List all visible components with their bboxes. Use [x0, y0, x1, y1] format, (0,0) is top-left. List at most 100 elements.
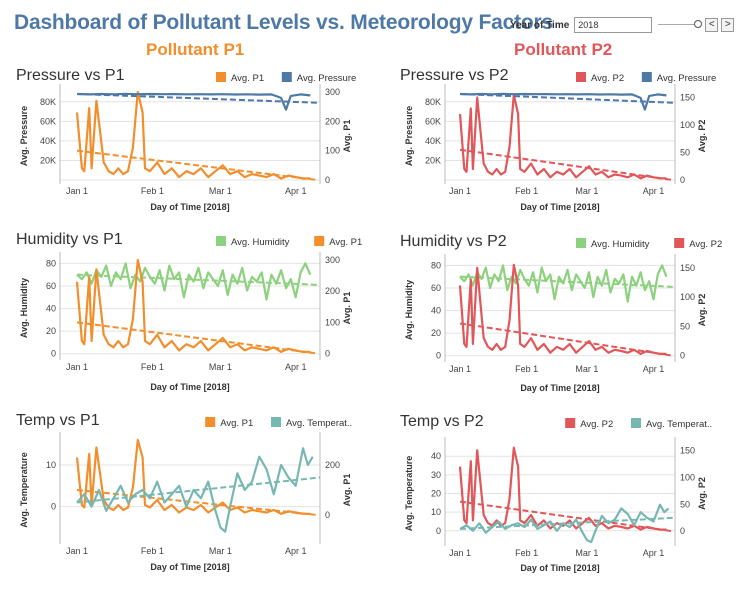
legend-swatch — [565, 418, 576, 428]
right-tick-label: 0 — [325, 349, 330, 359]
right-tick-label: 200 — [325, 116, 340, 126]
next-year-button[interactable]: > — [721, 18, 735, 32]
left-axis-title: Avg. Temperature — [404, 456, 414, 532]
right-axis-title: Avg. P1 — [342, 474, 352, 507]
right-tick-label: 300 — [325, 255, 340, 265]
x-axis-title: Day of Time [2018] — [520, 563, 599, 573]
right-tick-label: 200 — [325, 460, 340, 470]
right-tick-label: 100 — [680, 472, 695, 482]
panel-title: Temp vs P1 — [16, 412, 100, 429]
left-tick-label: 60 — [46, 281, 56, 291]
legend-label: Avg. P1 — [329, 237, 362, 248]
right-tick-label: 0 — [680, 175, 685, 185]
left-tick-label: 60K — [40, 116, 56, 126]
series-line-avg-pressure — [76, 92, 311, 111]
chart-panel-5: Temp vs P1 Avg. P1 Avg. Temperat..0100200J… — [16, 412, 352, 572]
legend-swatch — [631, 418, 641, 428]
year-slider[interactable] — [658, 18, 703, 32]
x-tick-label: Jan 1 — [66, 186, 88, 196]
right-tick-label: 150 — [680, 93, 695, 103]
chart-panel-6: Temp vs P2 Avg. P2 Avg. Temperat.. 0 10 20 30 4… — [400, 413, 712, 573]
legend-swatch — [216, 72, 226, 82]
legend-label: Avg. P1 — [231, 73, 264, 84]
x-axis-title: Day of Time [2018] — [150, 202, 229, 212]
x-tick-label: Mar 1 — [575, 548, 598, 558]
legend-label: Avg. P2 — [689, 239, 722, 250]
x-tick-label: Apr 1 — [643, 364, 665, 374]
legend-swatch — [205, 417, 216, 427]
left-axis-title: Avg. Pressure — [19, 106, 29, 166]
series-line-avg-p2 — [458, 446, 667, 531]
left-tick-label: 0 — [51, 502, 56, 512]
legend-label: Avg. Temperat.. — [646, 419, 712, 430]
right-axis-title: Avg. P2 — [697, 294, 707, 327]
x-tick-label: Apr 1 — [643, 548, 665, 558]
series-line-avg-humidity — [459, 264, 668, 303]
legend-label: Avg. P2 — [591, 73, 624, 84]
x-axis-title: Day of Time [2018] — [520, 202, 599, 212]
chart-panel-4: Humidity vs P2 Avg. Humidity Avg. P2 0 20 40 6… — [400, 233, 722, 393]
legend-swatch — [281, 72, 292, 82]
legend-label: Avg. Pressure — [297, 73, 357, 84]
series-line-avg-p1 — [75, 438, 311, 515]
x-axis-title: Day of Time [2018] — [520, 383, 599, 393]
right-tick-label: 50 — [680, 321, 690, 331]
x-axis-title: Day of Time [2018] — [150, 382, 229, 392]
right-tick-label: 100 — [680, 120, 695, 130]
series-line-avg-humidity — [76, 262, 312, 301]
right-tick-label: 0 — [680, 351, 685, 361]
right-tick-label: 50 — [680, 499, 690, 509]
right-tick-label: 0 — [680, 526, 685, 536]
x-tick-label: Mar 1 — [209, 362, 232, 372]
left-tick-label: 80K — [40, 97, 56, 107]
legend-swatch — [674, 238, 685, 248]
year-filter-label: Year of Time — [510, 19, 570, 31]
x-axis-title: Day of Time [2018] — [150, 562, 229, 572]
dashboard-title: Dashboard of Pollutant Levels vs. Meteor… — [14, 11, 554, 34]
legend-label: Avg. Temperat.. — [286, 418, 352, 429]
legend-label: Avg. Humidity — [591, 239, 650, 250]
legend-swatch — [271, 417, 281, 427]
legend-label: Avg. P1 — [220, 418, 253, 429]
x-tick-label: Jan 1 — [449, 548, 471, 558]
right-tick-label: 50 — [680, 148, 690, 158]
previous-year-button[interactable]: < — [705, 18, 719, 32]
legend-swatch — [641, 72, 652, 82]
right-axis-title: Avg. P2 — [697, 120, 707, 153]
x-tick-label: Feb 1 — [141, 362, 164, 372]
x-tick-label: Apr 1 — [285, 362, 307, 372]
left-tick-label: 0 — [51, 349, 56, 359]
left-tick-label: 20 — [46, 326, 56, 336]
year-slider-track — [658, 24, 699, 25]
right-tick-label: 200 — [325, 286, 340, 296]
panel-title: Temp vs P2 — [400, 413, 484, 430]
x-tick-label: Apr 1 — [643, 186, 665, 196]
x-tick-label: Feb 1 — [141, 546, 164, 556]
left-axis-title: Avg. Temperature — [19, 452, 29, 528]
right-tick-label: 150 — [680, 263, 695, 273]
series-line-avg-temperat- — [76, 447, 314, 533]
x-tick-label: Feb 1 — [515, 186, 538, 196]
x-tick-label: Mar 1 — [209, 186, 232, 196]
x-tick-label: Feb 1 — [141, 186, 164, 196]
x-tick-label: Jan 1 — [449, 186, 471, 196]
left-axis-title: Avg. Humidity — [19, 278, 29, 338]
series-line-avg-p1 — [75, 90, 311, 180]
panel-title: Humidity vs P2 — [400, 233, 507, 250]
left-tick-label: 40K — [40, 136, 56, 146]
right-tick-label: 150 — [680, 445, 695, 455]
legend-swatch — [216, 236, 226, 246]
legend-label: Avg. P2 — [580, 419, 613, 430]
left-tick-label: 20 — [431, 489, 441, 499]
trend-line — [76, 92, 318, 104]
panel-title: Pressure vs P2 — [400, 67, 509, 84]
trend-line — [76, 273, 318, 286]
right-tick-label: 100 — [680, 292, 695, 302]
year-slider-thumb[interactable] — [694, 20, 703, 28]
year-filter-input[interactable] — [574, 17, 653, 33]
x-tick-label: Apr 1 — [285, 546, 307, 556]
left-tick-label: 20 — [431, 328, 441, 338]
legend-swatch — [314, 236, 325, 246]
x-tick-label: Feb 1 — [515, 548, 538, 558]
